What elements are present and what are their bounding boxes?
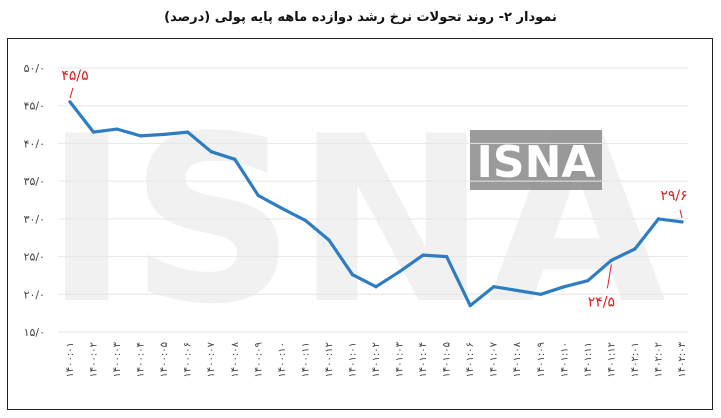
data-point [539,292,543,296]
y-tick-label: ۲۰/۰ [24,288,45,301]
y-tick-label: ۳۰/۰ [24,213,45,226]
data-point [233,157,237,161]
x-tick-label: ۱۴۰۱:۰۱ [347,342,358,378]
x-tick-label: ۱۴۰۰:۰۷ [206,341,217,377]
x-tick-label: ۱۴۰۱:۱۰ [559,342,570,378]
data-point [162,132,166,136]
x-tick-label: ۱۴۰۱:۰۷ [489,341,500,377]
data-label: ۲۴/۵ [588,294,615,310]
data-point [468,304,472,308]
data-point [492,285,496,289]
x-tick-label: ۱۴۰۰:۱۲ [324,342,335,378]
x-tick-label: ۱۴۰۰:۰۹ [253,342,264,378]
y-tick-label: ۴۰/۰ [24,137,45,150]
data-point [256,193,260,198]
data-point [586,279,590,283]
x-tick-label: ۱۴۰۱:۰۸ [512,341,523,377]
x-tick-label: ۱۴۰۱:۰۶ [465,342,476,378]
data-point [280,206,284,210]
x-tick-label: ۱۴۰۱:۰۵ [442,342,453,378]
chart-title: نمودار ۲- روند تحولات نرخ رشد دوازده ماه… [164,10,557,25]
x-tick-label: ۱۴۰۲:۰۱ [630,342,641,378]
data-point [633,247,637,251]
data-point [303,218,307,222]
y-tick-label: ۳۵/۰ [24,175,45,188]
data-point [445,254,449,259]
data-point [139,134,143,138]
x-tick-label: ۱۴۰۰:۰۸ [230,341,241,377]
data-point [515,288,519,293]
data-point [68,100,72,104]
x-tick-label: ۱۴۰۲:۰۲ [653,342,664,378]
data-point [115,127,119,131]
data-label: ۲۹/۶ [660,188,687,204]
data-point [374,285,378,289]
data-point [397,270,402,274]
data-label: ۴۵/۵ [61,68,88,84]
x-tick-label: ۱۴۰۰:۰۲ [89,342,100,378]
data-point [421,253,425,257]
x-tick-label: ۱۴۰۰:۰۱ [65,342,76,378]
data-point [656,217,661,221]
data-point [327,238,331,242]
data-point [609,258,613,262]
chart-frame [7,38,713,410]
y-tick-label: ۱۵/۰ [24,326,45,339]
annotation-leader [606,264,612,289]
watermark-logo-box [470,130,602,190]
data-point [209,150,213,154]
y-tick-label: ۲۵/۰ [24,251,45,264]
data-point [186,130,190,134]
x-tick-label: ۱۴۰۰:۰۵ [159,342,170,378]
x-tick-label: ۱۴۰۰:۰۶ [183,342,194,378]
annotation-leader [69,87,74,99]
x-tick-label: ۱۴۰۲:۰۳ [677,341,688,377]
watermark-large-text: ISNA [44,88,666,355]
data-point [680,220,684,224]
data-point [91,130,96,134]
data-point [350,273,355,277]
y-tick-label: ۴۵/۰ [24,100,45,113]
x-tick-label: ۱۴۰۱:۰۲ [371,342,382,378]
x-tick-label: ۱۴۰۰:۱۰ [277,342,288,378]
x-tick-label: ۱۴۰۰:۱۱ [300,342,311,378]
x-tick-label: ۱۴۰۱:۱۲ [606,342,617,378]
annotation-leader [679,209,683,218]
x-tick-label: ۱۴۰۱:۱۱ [583,342,594,378]
data-point [562,285,566,289]
x-tick-label: ۱۴۰۰:۰۴ [136,342,147,378]
y-tick-label: ۵۰/۰ [24,62,45,75]
x-tick-label: ۱۴۰۱:۰۹ [536,342,547,378]
x-tick-label: ۱۴۰۱:۰۳ [395,341,406,377]
watermark-logo-text: ISNA [477,137,596,188]
x-tick-label: ۱۴۰۱:۰۴ [418,342,429,378]
x-tick-label: ۱۴۰۰:۰۳ [112,341,123,377]
